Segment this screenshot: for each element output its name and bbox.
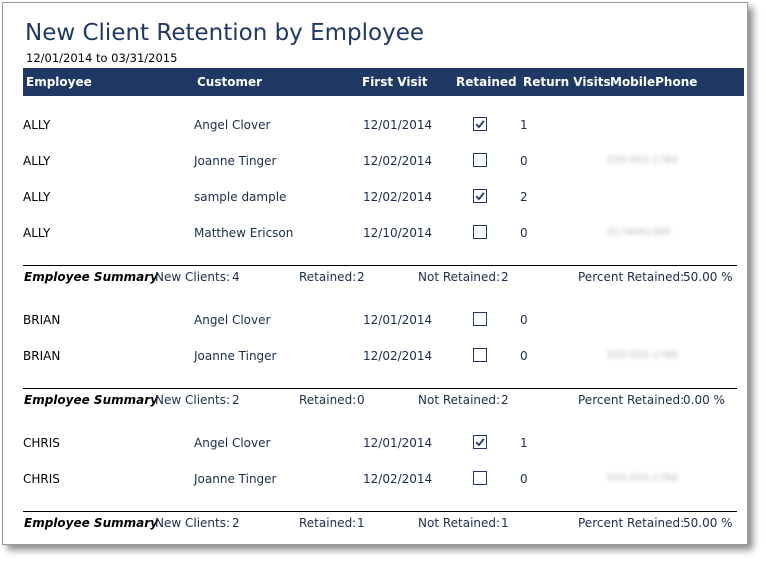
return-visits-cell: 1 [520, 436, 528, 450]
retained-label: Retained: [299, 270, 357, 284]
first-visit-cell: 12/02/2014 [363, 154, 433, 168]
employee-cell: ALLY [23, 226, 51, 240]
return-visits-cell: 0 [520, 472, 528, 486]
first-visit-cell: 12/02/2014 [363, 349, 433, 363]
retained-checkbox [473, 225, 487, 239]
employee-cell: ALLY [23, 154, 51, 168]
column-header-bar: Employee Customer First Visit Retained R… [23, 68, 744, 96]
mobile-phone-cell: 555-555-1784 [607, 155, 678, 166]
report-frame: New Client Retention by Employee 12/01/2… [2, 2, 748, 545]
retained-checkbox [473, 348, 487, 362]
employee-cell: BRIAN [23, 313, 61, 327]
percent-retained-label: Percent Retained: [578, 516, 685, 530]
column-header-customer: Customer [197, 75, 263, 89]
mobile-phone-cell: 4174441365 [607, 227, 671, 238]
retained-checkbox [473, 117, 487, 131]
customer-cell: Angel Clover [194, 118, 271, 132]
return-visits-cell: 0 [520, 349, 528, 363]
not-retained-label: Not Retained: [418, 393, 501, 407]
retained-checkbox [473, 153, 487, 167]
percent-retained-value: 50.00 % [683, 516, 733, 530]
retained-checkbox [473, 471, 487, 485]
first-visit-cell: 12/02/2014 [363, 190, 433, 204]
mobile-phone-cell: 555-555-1784 [607, 473, 678, 484]
retained-label: Retained: [299, 393, 357, 407]
new-clients-label: New Clients: [155, 393, 231, 407]
employee-cell: CHRIS [23, 436, 60, 450]
report-title: New Client Retention by Employee [25, 20, 425, 46]
checkmark-icon [475, 438, 485, 447]
new-clients-label: New Clients: [155, 516, 231, 530]
first-visit-cell: 12/01/2014 [363, 436, 433, 450]
employee-cell: CHRIS [23, 472, 60, 486]
customer-cell: Angel Clover [194, 313, 271, 327]
summary-divider [23, 388, 737, 389]
first-visit-cell: 12/01/2014 [363, 313, 433, 327]
retained-value: 0 [357, 393, 365, 407]
new-clients-value: 4 [232, 270, 240, 284]
customer-cell: Angel Clover [194, 436, 271, 450]
customer-cell: Joanne Tinger [194, 472, 277, 486]
column-header-mobile-phone: MobilePhone [610, 75, 698, 89]
first-visit-cell: 12/10/2014 [363, 226, 433, 240]
date-range: 12/01/2014 to 03/31/2015 [26, 51, 178, 65]
not-retained-value: 2 [501, 393, 509, 407]
retained-checkbox [473, 435, 487, 449]
customer-cell: sample dample [194, 190, 287, 204]
retained-value: 2 [357, 270, 365, 284]
not-retained-value: 2 [501, 270, 509, 284]
return-visits-cell: 1 [520, 118, 528, 132]
column-header-retained: Retained [456, 75, 517, 89]
retained-checkbox [473, 312, 487, 326]
first-visit-cell: 12/01/2014 [363, 118, 433, 132]
mobile-phone-cell: 555-555-1784 [607, 350, 678, 361]
return-visits-cell: 0 [520, 154, 528, 168]
return-visits-cell: 2 [520, 190, 528, 204]
customer-cell: Joanne Tinger [194, 349, 277, 363]
not-retained-label: Not Retained: [418, 270, 501, 284]
summary-divider [23, 511, 737, 512]
employee-cell: ALLY [23, 118, 51, 132]
employee-cell: ALLY [23, 190, 51, 204]
employee-summary-label: Employee Summary [24, 393, 158, 407]
new-clients-value: 2 [232, 516, 240, 530]
not-retained-label: Not Retained: [418, 516, 501, 530]
checkmark-icon [475, 192, 485, 201]
retained-checkbox [473, 189, 487, 203]
retained-value: 1 [357, 516, 365, 530]
employee-cell: BRIAN [23, 349, 61, 363]
employee-summary-label: Employee Summary [24, 516, 158, 530]
summary-divider [23, 265, 737, 266]
column-header-employee: Employee [26, 75, 92, 89]
new-clients-label: New Clients: [155, 270, 231, 284]
percent-retained-label: Percent Retained: [578, 270, 685, 284]
not-retained-value: 1 [501, 516, 509, 530]
percent-retained-value: 50.00 % [683, 270, 733, 284]
customer-cell: Joanne Tinger [194, 154, 277, 168]
first-visit-cell: 12/02/2014 [363, 472, 433, 486]
retained-label: Retained: [299, 516, 357, 530]
percent-retained-label: Percent Retained: [578, 393, 685, 407]
return-visits-cell: 0 [520, 313, 528, 327]
column-header-first-visit: First Visit [362, 75, 428, 89]
percent-retained-value: 0.00 % [683, 393, 725, 407]
customer-cell: Matthew Ericson [194, 226, 294, 240]
new-clients-value: 2 [232, 393, 240, 407]
employee-summary-label: Employee Summary [24, 270, 158, 284]
column-header-return-visits: Return Visits [523, 75, 611, 89]
checkmark-icon [475, 120, 485, 129]
return-visits-cell: 0 [520, 226, 528, 240]
